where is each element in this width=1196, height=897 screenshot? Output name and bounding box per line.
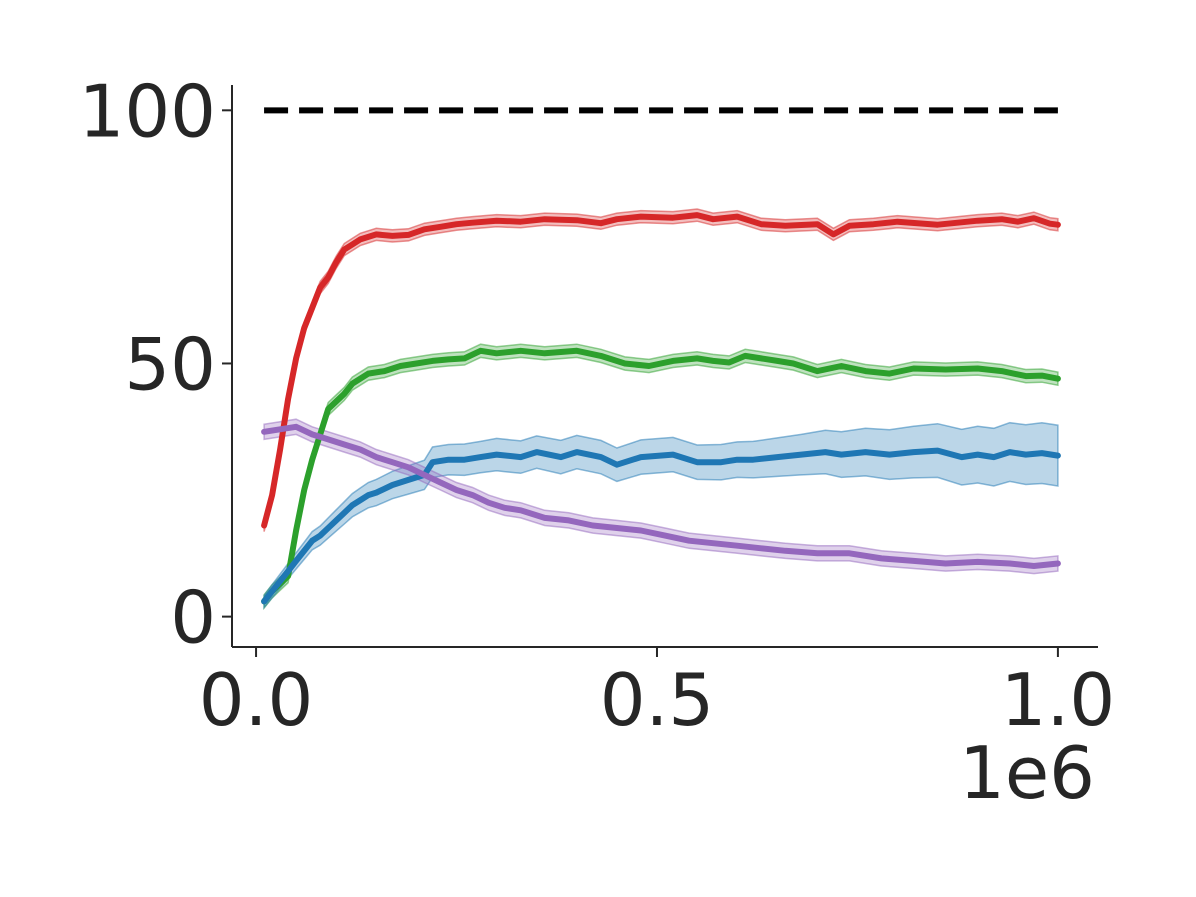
series-4-band bbox=[263, 418, 1059, 575]
y-tick-label: 100 bbox=[79, 69, 216, 153]
series-2-line bbox=[261, 347, 1061, 605]
series-1-line bbox=[261, 212, 1061, 529]
x-tick-label: 1.0 bbox=[1001, 658, 1116, 742]
x-tick-label: 0.5 bbox=[600, 658, 715, 742]
series-4-line bbox=[261, 423, 1061, 569]
series-3-line bbox=[261, 447, 1061, 605]
x-axis-ticks: 0.0 0.5 1.0 bbox=[199, 647, 1115, 742]
y-tick-label: 50 bbox=[124, 322, 216, 406]
y-axis-ticks: 0 50 100 bbox=[79, 69, 232, 660]
y-tick-label: 0 bbox=[170, 576, 216, 660]
series-lines bbox=[261, 212, 1061, 605]
series-1-band bbox=[263, 208, 1059, 532]
confidence-bands bbox=[263, 208, 1059, 611]
x-offset-label: 1e6 bbox=[959, 731, 1095, 815]
series-3-band bbox=[263, 421, 1059, 610]
x-tick-label: 0.0 bbox=[199, 658, 314, 742]
